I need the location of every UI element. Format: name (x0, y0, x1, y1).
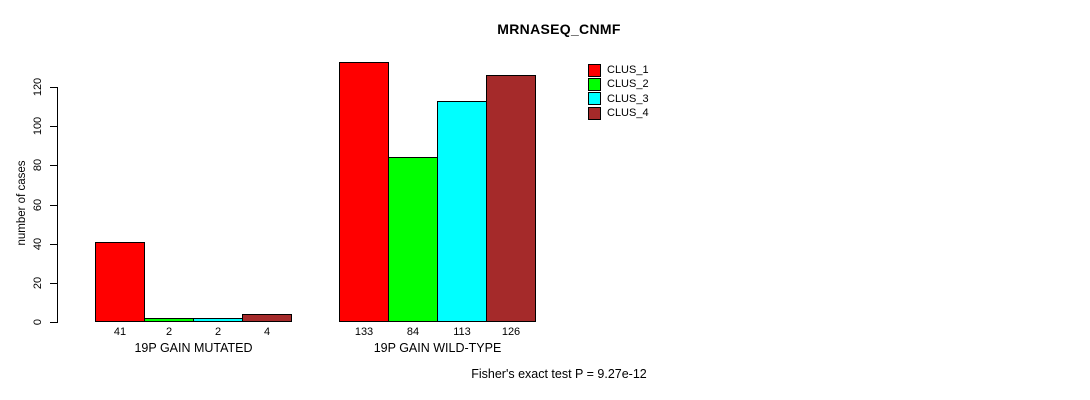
bar-value-label: 133 (354, 326, 374, 338)
legend-item: CLUS_4 (588, 106, 649, 120)
y-tick-label: 20 (32, 276, 44, 290)
bar-value-label: 113 (453, 326, 471, 338)
bar-value-label: 126 (501, 326, 521, 338)
bar-value-label: 41 (113, 326, 127, 338)
y-tick-label: 100 (32, 116, 44, 136)
y-tick-label: 80 (32, 158, 44, 172)
y-tick (50, 126, 57, 127)
bar-value-label: 2 (165, 326, 173, 338)
legend-item: CLUS_1 (588, 63, 649, 77)
legend-label: CLUS_2 (607, 78, 649, 91)
bar-clus_2-1 (144, 318, 194, 322)
legend-swatch-clus_2 (588, 77, 601, 91)
y-axis-label: number of cases (16, 160, 28, 246)
legend-swatch-clus_4 (588, 106, 601, 120)
legend-swatch-clus_1 (588, 63, 601, 77)
legend-label: CLUS_4 (607, 107, 649, 120)
legend-item: CLUS_3 (588, 92, 649, 106)
y-tick (50, 283, 57, 284)
y-tick-label: 120 (32, 77, 44, 97)
y-axis-line (57, 87, 58, 323)
bar-clus_4-1 (242, 314, 292, 322)
y-tick (50, 244, 57, 245)
y-tick (50, 205, 57, 206)
legend-swatch-clus_3 (588, 92, 601, 106)
bar-clus_1-1 (95, 242, 145, 322)
bar-clus_3-1 (193, 318, 243, 322)
legend-label: CLUS_1 (607, 64, 649, 77)
footer-note: Fisher's exact test P = 9.27e-12 (471, 367, 647, 381)
group-label: 19P GAIN MUTATED (134, 341, 253, 355)
y-tick-label: 0 (32, 318, 44, 326)
y-tick-label: 60 (32, 198, 44, 212)
y-tick (50, 322, 57, 323)
y-tick (50, 87, 57, 88)
bar-value-label: 4 (263, 326, 271, 338)
bar-clus_1-2 (339, 62, 389, 322)
y-tick-label: 40 (32, 237, 44, 251)
legend-item: CLUS_2 (588, 77, 649, 91)
y-tick (50, 165, 57, 166)
bar-clus_2-2 (388, 157, 438, 322)
legend: CLUS_1 CLUS_2 CLUS_3 CLUS_4 (588, 63, 649, 120)
bar-clus_4-2 (486, 75, 536, 322)
group-label: 19P GAIN WILD-TYPE (373, 341, 502, 355)
chart-title: MRNASEQ_CNMF (497, 21, 621, 37)
bar-value-label: 2 (214, 326, 222, 338)
bar-clus_3-2 (437, 101, 487, 322)
legend-label: CLUS_3 (607, 92, 649, 105)
bar-value-label: 84 (406, 326, 420, 338)
